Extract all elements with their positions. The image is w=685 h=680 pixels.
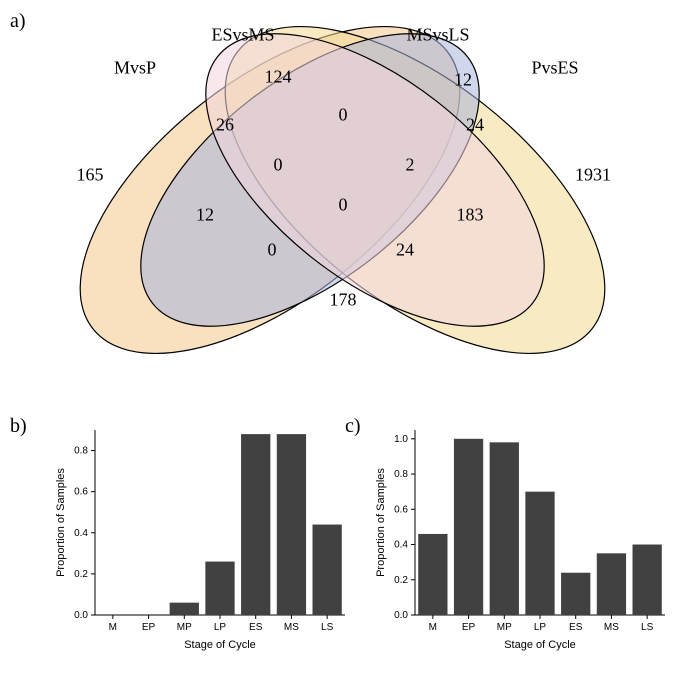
y-axis-label: Proportion of Samples [375, 468, 387, 577]
bar-LS [633, 545, 662, 615]
bar-chart-b: 0.0 0.2 0.4 0.6 0.8 M EP MP LP ES MS LS Proportion o… [50, 420, 350, 660]
venn-val-ac: 12 [196, 205, 214, 226]
venn-val-ad: 178 [330, 290, 357, 311]
y-axis-label: Proportion of Samples [55, 468, 67, 577]
bar-ES [241, 434, 270, 615]
ytick-label: 0.8 [394, 469, 408, 480]
xtick-label: MP [497, 622, 512, 633]
venn-val-abc: 0 [274, 155, 283, 176]
bar-chart-c-svg: 0.0 0.2 0.4 0.6 0.8 1.0 M EP MP LP ES MS LS Proportio… [370, 420, 670, 660]
venn-svg [0, 0, 685, 380]
venn-val-bc: 0 [339, 105, 348, 126]
bar-MS [597, 553, 626, 615]
bar-EP [454, 439, 483, 615]
bar-chart-b-svg: 0.0 0.2 0.4 0.6 0.8 M EP MP LP ES MS LS Proportion o… [50, 420, 350, 660]
venn-val-abd: 24 [396, 240, 414, 261]
xtick-label: ES [249, 622, 263, 633]
ytick-label: 0.2 [74, 569, 88, 580]
bar-chart-c: 0.0 0.2 0.4 0.6 0.8 1.0 M EP MP LP ES MS LS Proportio… [370, 420, 670, 660]
venn-val-pvses: 1931 [575, 165, 611, 186]
ytick-label: 0.6 [394, 504, 408, 515]
xtick-label: MP [177, 622, 192, 633]
bar-MS [277, 434, 306, 615]
ytick-label: 0.4 [74, 528, 88, 539]
bar-LP [205, 562, 234, 615]
venn-val-bcd: 2 [406, 155, 415, 176]
xtick-label: LP [534, 622, 547, 633]
venn-val-msvsls: 12 [454, 70, 472, 91]
xtick-label: ES [569, 622, 583, 633]
bar-M [418, 534, 447, 615]
xtick-label: EP [142, 622, 156, 633]
ytick-label: 0.6 [74, 487, 88, 498]
venn-val-ab: 26 [216, 115, 234, 136]
venn-set-label-mvsp: MvsP [114, 58, 156, 79]
bar-LP [525, 492, 554, 615]
xtick-label: LS [641, 622, 654, 633]
ytick-label: 1.0 [394, 434, 408, 445]
ytick-label: 0.8 [74, 446, 88, 457]
xtick-label: MS [284, 622, 299, 633]
bar-MP [170, 603, 199, 615]
xtick-label: EP [462, 622, 476, 633]
ytick-label: 0.4 [394, 540, 408, 551]
venn-val-acd: 0 [268, 240, 277, 261]
venn-val-all: 0 [339, 195, 348, 216]
venn-val-bd: 183 [457, 205, 484, 226]
xtick-label: M [429, 622, 437, 633]
bar-MP [490, 442, 519, 615]
x-axis-label: Stage of Cycle [184, 639, 256, 651]
xtick-label: LP [214, 622, 227, 633]
xtick-label: M [109, 622, 117, 633]
venn-val-mvsp: 165 [77, 165, 104, 186]
xtick-label: LS [321, 622, 334, 633]
bar-ES [561, 573, 590, 615]
venn-val-esvsms: 124 [265, 67, 292, 88]
venn-diagram: MvsP ESvsMS MSvsLS PvsES 165 124 12 1931… [0, 0, 685, 380]
bar-LS [313, 525, 342, 615]
ytick-label: 0.2 [394, 575, 408, 586]
xtick-label: MS [604, 622, 619, 633]
panel-b-label: b) [10, 415, 27, 438]
x-axis-label: Stage of Cycle [504, 639, 576, 651]
venn-val-cd: 24 [466, 115, 484, 136]
venn-set-label-pvses: PvsES [531, 58, 578, 79]
panel-c-label: c) [345, 415, 361, 438]
venn-set-label-msvsls: MSvsLS [406, 25, 469, 46]
ytick-label: 0.0 [74, 610, 88, 621]
venn-set-label-esvsms: ESvsMS [211, 25, 274, 46]
ytick-label: 0.0 [394, 610, 408, 621]
